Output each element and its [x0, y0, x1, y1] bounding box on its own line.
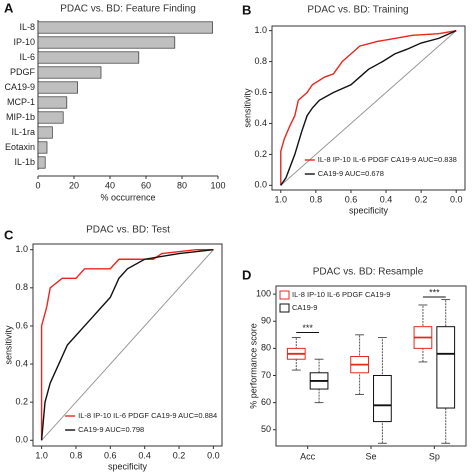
- legend-swatch: [279, 290, 290, 300]
- y-tick-label: 0.2: [254, 149, 267, 159]
- y-tick-label: 0.0: [15, 435, 28, 445]
- roc-curve: [280, 30, 457, 186]
- y-tick-label: 1.0: [15, 244, 28, 254]
- y-tick-label: 100: [256, 289, 271, 299]
- x-tick-label: 80: [177, 180, 187, 190]
- box: [436, 326, 456, 409]
- y-tick-label: 60: [261, 397, 271, 407]
- plot-frame: [271, 25, 466, 191]
- y-tick-label: 0.4: [254, 118, 267, 128]
- panel-letter: C: [4, 227, 14, 242]
- panel-title: PDAC vs. BD: Resample: [313, 267, 424, 278]
- legend-label: CA19-9: [292, 303, 317, 312]
- legend-label: CA19-9 AUC=0.798: [78, 425, 144, 434]
- y-tick-label: Eotaxin: [5, 142, 35, 152]
- panel-title: PDAC vs. BD: Test: [86, 225, 170, 236]
- y-tick-label: IP-10: [13, 37, 35, 47]
- x-tick-label: 20: [69, 180, 79, 190]
- x-tick-label: 0.0: [450, 194, 463, 204]
- bar: [37, 36, 176, 49]
- bar: [37, 21, 213, 34]
- panel-title: PDAC vs. BD: Feature Finding: [60, 4, 196, 15]
- x-tick-label: 0: [35, 180, 40, 190]
- y-tick-label: MIP-1b: [6, 112, 35, 122]
- bar: [37, 156, 46, 169]
- legend-label: IL-8 IP-10 IL-6 PDGF CA19-9: [292, 290, 390, 299]
- panel-letter: D: [242, 267, 251, 282]
- y-tick-label: PDGF: [10, 67, 36, 77]
- annotation: ***: [302, 323, 313, 333]
- panel-letter: B: [242, 2, 251, 17]
- reference-diagonal: [41, 249, 214, 441]
- legend-label: IL-8 IP-10 IL-6 PDGF CA19-9 AUC=0.884: [78, 411, 217, 420]
- y-tick-label: 50: [261, 424, 271, 434]
- legend-swatch: [279, 303, 290, 313]
- x-tick-label: 1.0: [35, 450, 48, 460]
- annotation: ***: [429, 287, 440, 297]
- legend-label: IL-8 IP-10 IL-6 PDGF CA19-9 AUC=0.838: [318, 155, 457, 164]
- x-axis-label: specificity: [108, 461, 148, 471]
- x-tick-label: 1.0: [275, 194, 288, 204]
- y-tick-label: 0.4: [15, 358, 28, 368]
- x-tick-label: 0.2: [415, 194, 428, 204]
- y-axis-label: sensitivity: [242, 88, 252, 128]
- box: [373, 374, 392, 423]
- x-tick-label: Sp: [429, 451, 440, 461]
- bar: [37, 51, 140, 64]
- y-tick-label: MCP-1: [7, 97, 35, 107]
- y-axis-label: sensitivity: [3, 325, 13, 365]
- x-tick-label: 0.8: [70, 450, 83, 460]
- y-tick-label: 70: [261, 370, 271, 380]
- panel-letter: A: [4, 0, 14, 15]
- y-tick-label: 90: [261, 316, 271, 326]
- x-tick-label: 0.6: [104, 450, 117, 460]
- y-tick-label: IL-1ra: [11, 127, 35, 137]
- x-tick-label: 0.6: [345, 194, 358, 204]
- bar: [37, 111, 64, 124]
- x-tick-label: 0.0: [207, 450, 220, 460]
- bar: [37, 141, 48, 154]
- x-axis-label: specificity: [349, 205, 389, 215]
- x-tick-label: 100: [210, 180, 225, 190]
- y-tick-label: IL-1b: [14, 157, 35, 167]
- y-tick-label: 0.6: [254, 87, 267, 97]
- y-tick-label: 0.6: [15, 320, 28, 330]
- y-tick-label: 80: [261, 343, 271, 353]
- bar: [37, 96, 68, 109]
- legend-label: CA19-9 AUC=0.678: [318, 169, 384, 178]
- y-tick-label: IL-8: [19, 22, 35, 32]
- roc-curve: [280, 29, 457, 186]
- y-tick-label: 0.0: [254, 180, 267, 190]
- y-tick-label: 0.8: [254, 56, 267, 66]
- roc-curve: [40, 249, 214, 441]
- x-tick-label: 40: [105, 180, 115, 190]
- x-axis-label: % occurrence: [100, 192, 155, 202]
- y-tick-label: CA19-9: [4, 82, 35, 92]
- y-tick-label: 0.2: [15, 397, 28, 407]
- bar: [37, 81, 78, 94]
- plot-frame: [32, 243, 223, 447]
- x-tick-label: Se: [365, 451, 376, 461]
- x-tick-label: Acc: [300, 451, 316, 461]
- y-axis-label: % performance score: [248, 323, 258, 409]
- bar: [37, 126, 53, 139]
- x-tick-label: 0.4: [138, 450, 151, 460]
- roc-curve: [40, 249, 214, 441]
- y-tick-label: IL-6: [19, 52, 35, 62]
- y-tick-label: 0.8: [15, 282, 28, 292]
- panel-title: PDAC vs. BD: Training: [307, 5, 408, 16]
- bar: [37, 66, 102, 79]
- x-tick-label: 0.4: [380, 194, 393, 204]
- x-tick-label: 0.8: [310, 194, 323, 204]
- x-tick-label: 60: [141, 180, 151, 190]
- y-tick-label: 1.0: [254, 25, 267, 35]
- x-tick-label: 0.2: [173, 450, 186, 460]
